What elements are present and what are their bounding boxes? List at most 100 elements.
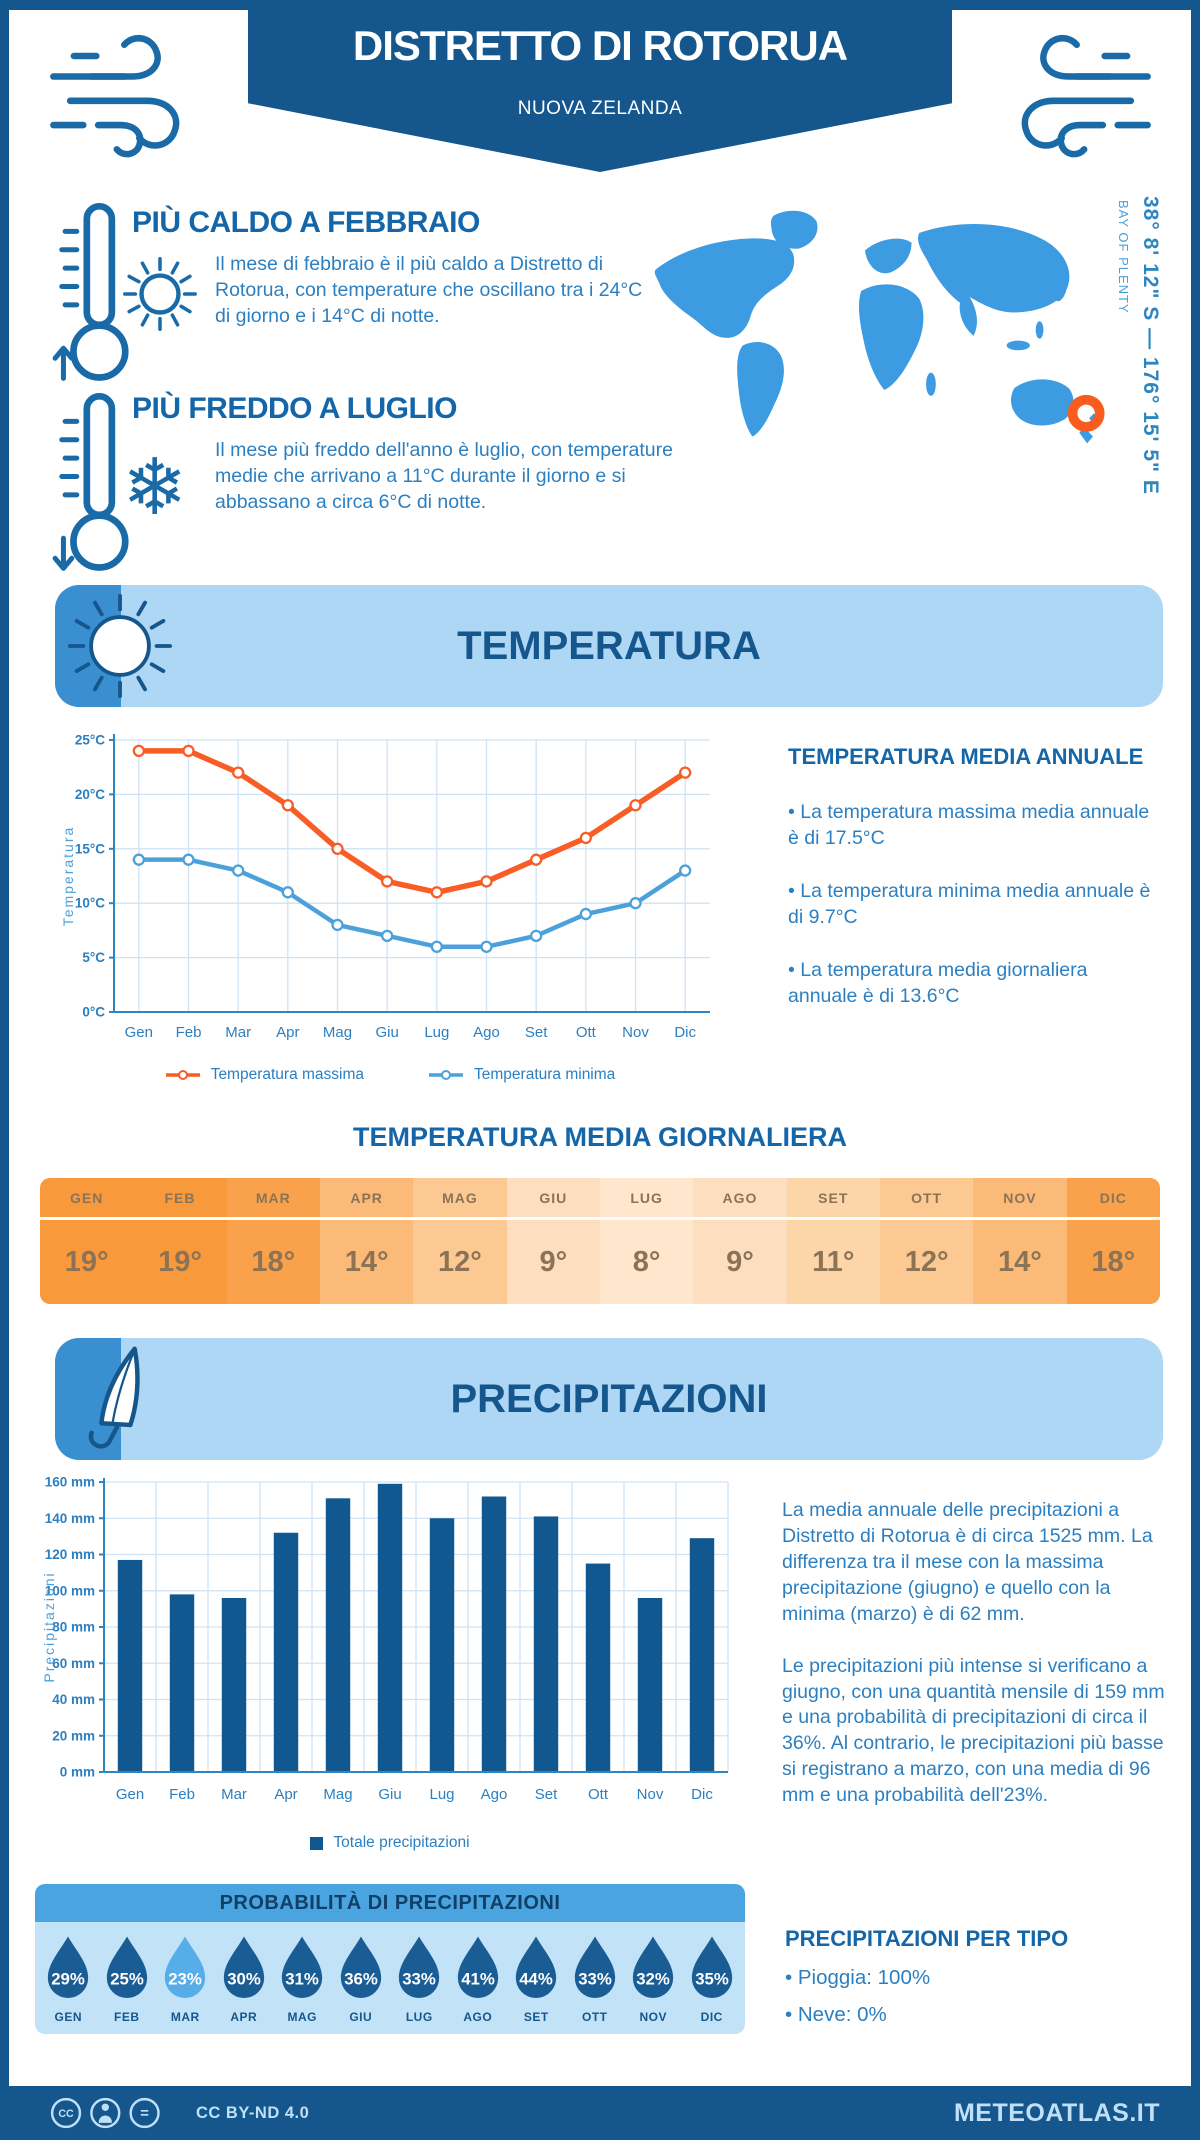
month-temperature: 8° <box>599 1220 694 1304</box>
precipitation-paragraph: Le precipitazioni più intense si verific… <box>782 1654 1165 1807</box>
water-drop-icon: 44% <box>516 1936 557 1999</box>
cc-icon: CC <box>58 2108 74 2120</box>
cold-text: Il mese più freddo dell'anno è luglio, c… <box>215 439 673 513</box>
svg-text:Lug: Lug <box>429 1786 454 1803</box>
continent-europe <box>864 238 912 274</box>
sun-banner-icon <box>67 593 173 699</box>
thermometer-down-icon <box>52 393 129 571</box>
svg-text:Apr: Apr <box>276 1024 299 1041</box>
thermometer-up-icon <box>52 203 129 381</box>
month-temperature: 14° <box>973 1220 1067 1304</box>
footer: CC = CC BY-ND 4.0 METEOATLAS.IT <box>0 2086 1200 2140</box>
svg-text:Ago: Ago <box>481 1786 508 1803</box>
header-ribbon: DISTRETTO DI ROTORUA NUOVA ZELANDA <box>248 0 952 172</box>
svg-text:Mar: Mar <box>221 1786 247 1803</box>
temperature-section-banner: TEMPERATURA <box>55 585 1163 707</box>
drop-month-label: SET <box>523 2010 549 2024</box>
svg-text:Ott: Ott <box>576 1024 597 1041</box>
water-drop-icon: 41% <box>457 1936 498 1999</box>
month-header: GEN <box>40 1178 134 1220</box>
map-coordinates: 38° 8' 12" S — 176° 15' 5" E <box>1139 196 1162 495</box>
svg-text:40 mm: 40 mm <box>52 1692 95 1707</box>
drop-month-label: DIC <box>700 2010 723 2024</box>
creative-commons-icons: CC = <box>50 2097 160 2129</box>
drop-month-label: MAG <box>287 2010 317 2024</box>
probability-drop-APR: 30% APR <box>215 1934 274 2024</box>
svg-text:Nov: Nov <box>637 1786 664 1803</box>
month-temperature: 9° <box>506 1220 600 1304</box>
precipitation-paragraph: La media annuale delle precipitazioni a … <box>782 1499 1153 1625</box>
month-column-DIC: DIC 18° <box>1066 1178 1160 1304</box>
month-header: AGO <box>693 1178 787 1220</box>
by-type-bullet: • Pioggia: 100% <box>785 1966 931 1989</box>
month-temperature: 18° <box>226 1220 320 1304</box>
svg-text:Precipitazioni: Precipitazioni <box>41 1571 57 1682</box>
no-derivatives-icon: = <box>140 2106 149 2122</box>
daily-temperature-title: TEMPERATURA MEDIA GIORNALIERA <box>353 1122 847 1152</box>
svg-text:120 mm: 120 mm <box>45 1547 95 1562</box>
svg-text:5°C: 5°C <box>82 950 105 965</box>
probability-drop-MAR: 23% MAR <box>156 1934 215 2024</box>
month-temperature: 18° <box>1066 1220 1160 1304</box>
svg-text:160 mm: 160 mm <box>45 1475 95 1490</box>
warm-title: PIÙ CALDO A FEBBRAIO <box>132 206 480 239</box>
drop-month-label: MAR <box>170 2010 200 2024</box>
warm-text: Il mese di febbraio è il più caldo a Dis… <box>215 253 643 327</box>
continent-asia <box>918 224 1070 336</box>
probability-drop-FEB: 25% FEB <box>98 1934 157 2024</box>
site-label: METEOATLAS.IT <box>953 2098 1160 2127</box>
precipitation-probability-panel: PROBABILITÀ DI PRECIPITAZIONI 29% GEN 25… <box>35 1884 745 2034</box>
island-philippines <box>1035 321 1044 339</box>
annual-temperature-title: TEMPERATURA MEDIA ANNUALE <box>788 744 1144 769</box>
month-header: DIC <box>1066 1178 1160 1220</box>
continent-north-america <box>654 238 795 338</box>
temperature-section-title: TEMPERATURA <box>457 623 761 668</box>
water-drop-icon: 29% <box>48 1936 89 1999</box>
page-title: DISTRETTO DI ROTORUA <box>352 22 848 69</box>
svg-text:Gen: Gen <box>125 1024 153 1041</box>
precipitation-chart: 0 mm 20 mm 40 mm 60 mm 80 mm 100 mm 120 mm 140 … <box>40 1470 740 1810</box>
precipitation-section-title: PRECIPITAZIONI <box>450 1376 768 1421</box>
month-column-SET: SET 11° <box>786 1178 880 1304</box>
page-border-right <box>1191 0 1200 2140</box>
wind-icon <box>1021 35 1151 158</box>
attribution-person-icon <box>98 2103 112 2123</box>
water-drop-icon: 32% <box>633 1936 674 1999</box>
annual-bullet: • La temperatura minima media annuale è … <box>788 879 1151 928</box>
precipitation-paragraphs: La media annuale delle precipitazioni a … <box>782 1498 1170 1835</box>
legend-label: Temperatura massima <box>210 1066 365 1083</box>
page-subtitle: NUOVA ZELANDA <box>517 98 683 119</box>
continent-australia <box>1010 379 1074 426</box>
svg-text:Set: Set <box>535 1786 558 1803</box>
svg-text:15°C: 15°C <box>75 841 105 856</box>
probability-drop-LUG: 33% LUG <box>390 1934 449 2024</box>
license-label: CC BY-ND 4.0 <box>196 2103 310 2122</box>
continent-south-america <box>737 341 784 437</box>
umbrella-icon <box>88 1346 140 1449</box>
svg-text:100 mm: 100 mm <box>45 1583 95 1598</box>
svg-text:0°C: 0°C <box>82 1005 105 1020</box>
precipitation-by-type-title: PRECIPITAZIONI PER TIPO <box>785 1926 1069 1951</box>
svg-text:0 mm: 0 mm <box>60 1765 95 1780</box>
month-header: NOV <box>973 1178 1067 1220</box>
svg-text:25%: 25% <box>110 1970 144 1989</box>
svg-text:32%: 32% <box>636 1970 670 1989</box>
drop-month-label: GEN <box>54 2010 82 2024</box>
month-column-MAR: MAR 18° <box>226 1178 320 1304</box>
month-header: LUG <box>599 1178 694 1220</box>
cold-title: PIÙ FREDDO A LUGLIO <box>132 392 457 425</box>
world-map <box>654 210 1105 444</box>
monthly-temperature-table: GEN 19° FEB 19° MAR 18° APR 14° MAG 12° GIU 9… <box>40 1178 1160 1304</box>
location-marker-icon <box>1067 394 1105 432</box>
svg-text:Mar: Mar <box>225 1024 251 1041</box>
month-header: OTT <box>879 1178 974 1220</box>
month-column-LUG: LUG 8° <box>599 1178 694 1304</box>
svg-text:10°C: 10°C <box>75 896 105 911</box>
svg-text:Ott: Ott <box>588 1786 609 1803</box>
probability-drop-MAG: 31% MAG <box>273 1934 332 2024</box>
island-madagascar <box>926 372 936 396</box>
svg-text:31%: 31% <box>285 1970 319 1989</box>
svg-text:Gen: Gen <box>116 1786 144 1803</box>
svg-text:Dic: Dic <box>691 1786 713 1803</box>
island-japan <box>1055 280 1067 302</box>
